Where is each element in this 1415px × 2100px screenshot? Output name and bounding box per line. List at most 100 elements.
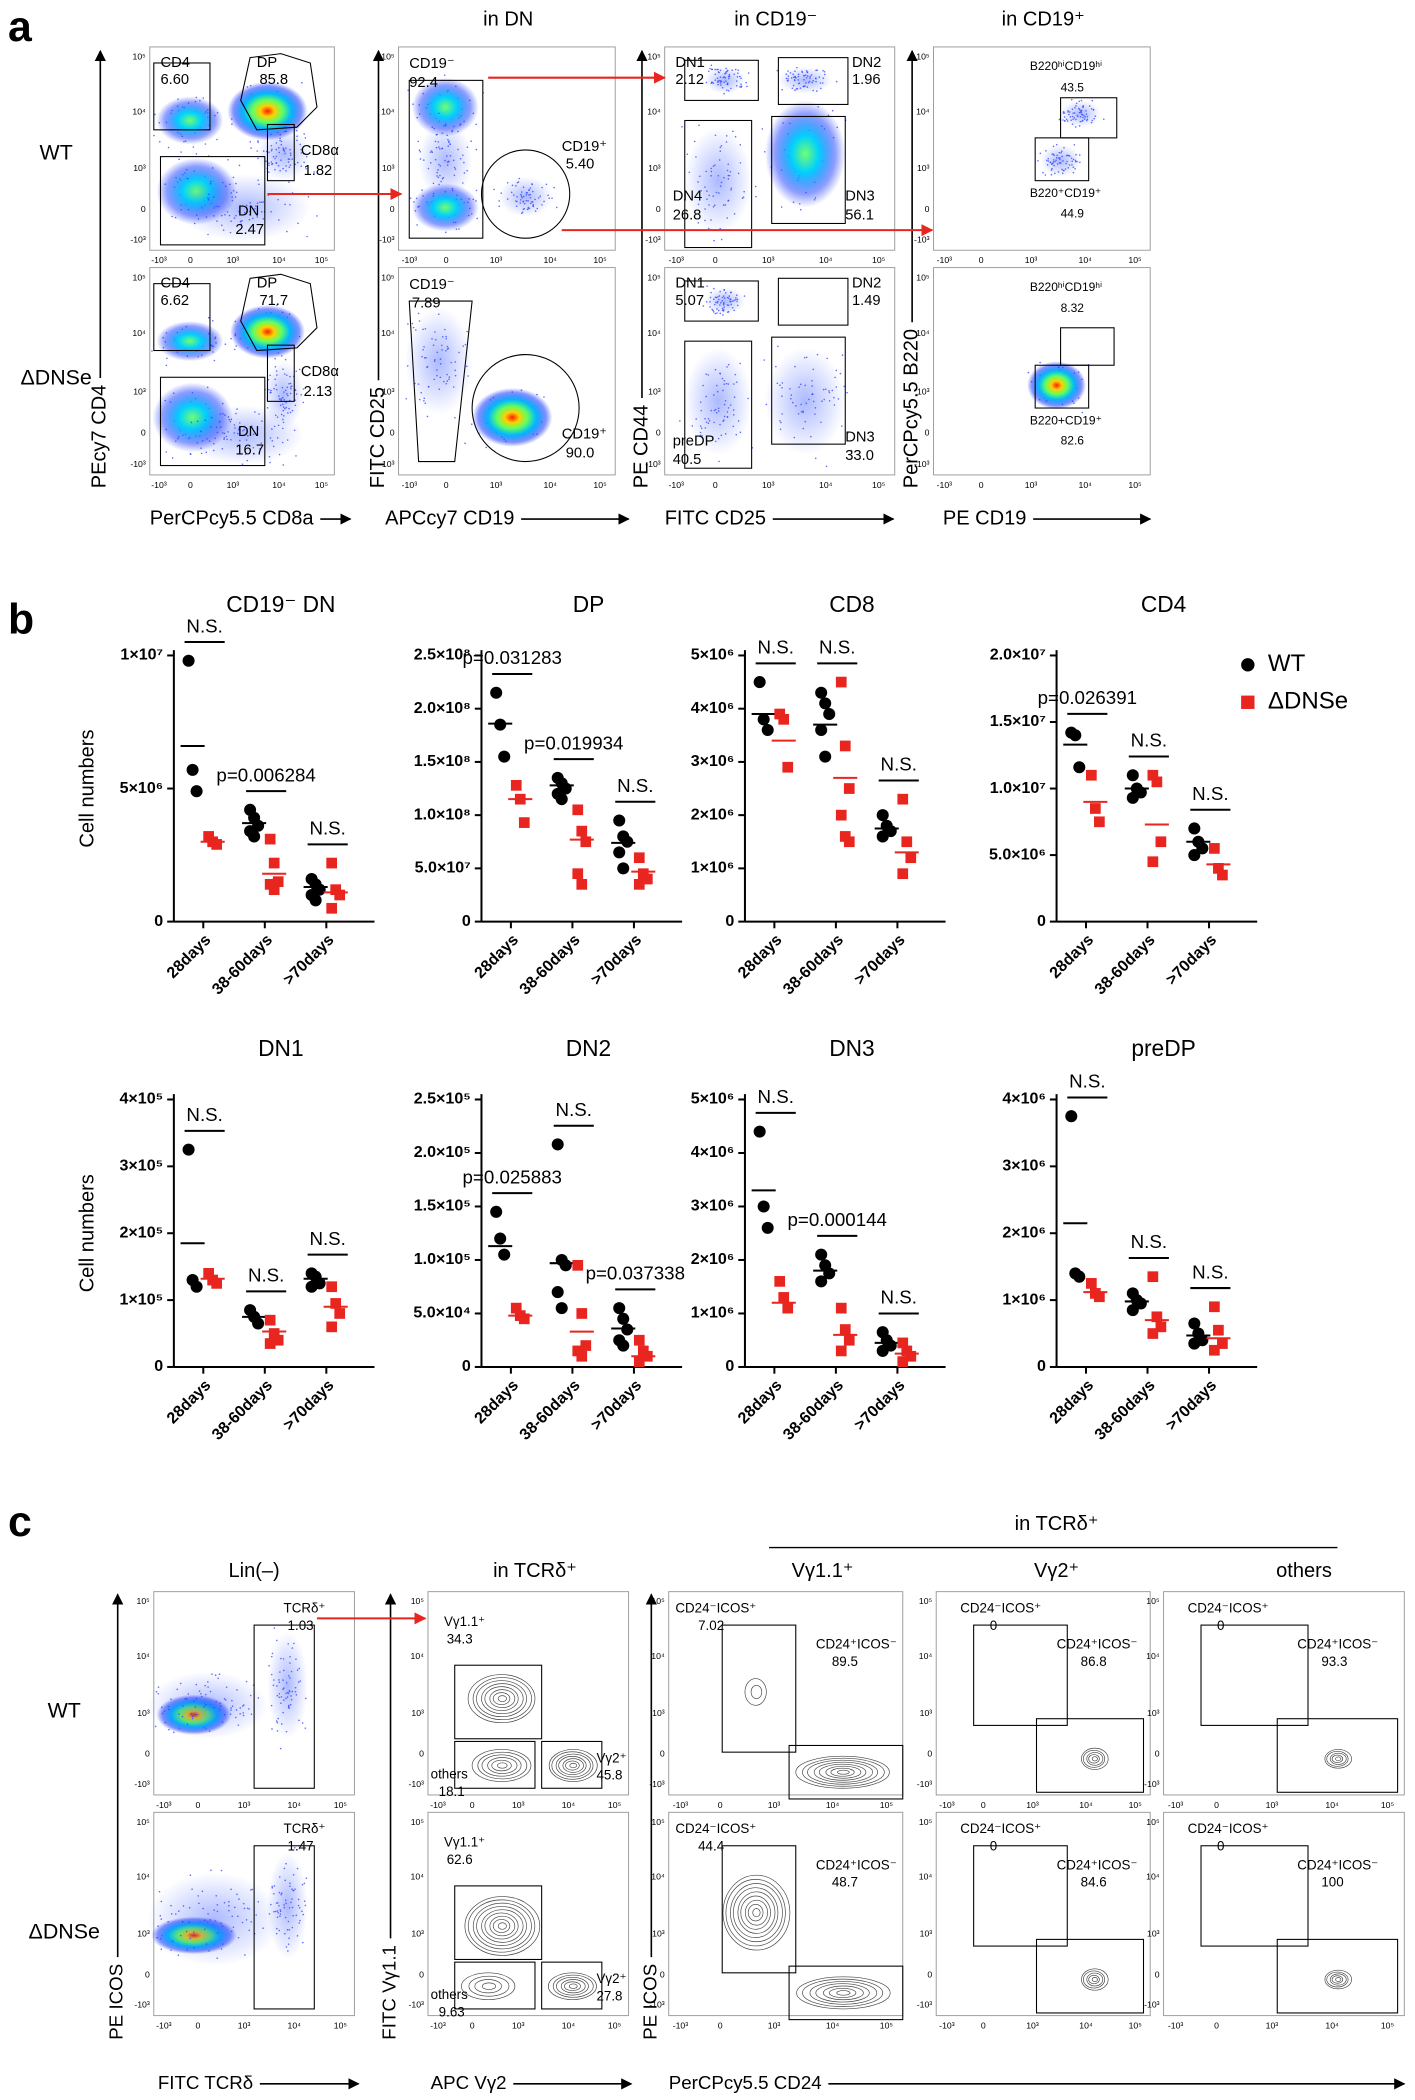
y-tick-label: 1.0×10⁸ (414, 805, 471, 823)
data-point (1217, 1338, 1228, 1349)
flow-y-tick: 10⁴ (647, 328, 661, 338)
density-blob (498, 176, 553, 217)
event-dot (180, 151, 182, 153)
flow-y-tick: -10³ (379, 459, 395, 469)
event-dot (306, 235, 308, 238)
event-dot (438, 112, 440, 115)
significance-label: p=0.037338 (586, 1263, 685, 1284)
flow-x-tick: 10⁴ (562, 2021, 576, 2031)
contour (1081, 1968, 1109, 1991)
density-blob (704, 66, 745, 94)
event-dot (295, 455, 297, 457)
event-dot (216, 138, 218, 141)
data-point (1126, 1304, 1139, 1317)
flow-x-tick: 0 (713, 480, 718, 490)
event-dot (411, 322, 414, 325)
flow-x-tick: 10⁵ (315, 480, 329, 490)
flow-x-tick: 10⁵ (1129, 1800, 1143, 1810)
gate-value: 7.02 (698, 1618, 724, 1633)
event-dot (250, 147, 252, 149)
event-dot (713, 287, 715, 290)
panel-letter: c (8, 1498, 32, 1546)
flow-y-tick: 10³ (382, 386, 395, 396)
gate-value: 2.13 (304, 384, 333, 400)
plot-frame (933, 46, 1151, 251)
chart-title: DP (573, 591, 605, 617)
event-dot (698, 124, 700, 127)
event-dot (165, 364, 168, 367)
flow-y-tick: 10⁴ (381, 328, 395, 338)
contour (740, 1895, 771, 1930)
flow-y-tick: 10⁴ (916, 106, 930, 116)
event-dot (284, 358, 287, 361)
density-blob (405, 307, 473, 415)
data-point (572, 804, 584, 816)
flow-y-tick: 0 (927, 1749, 932, 1759)
y-tick-label: 2.5×10⁵ (414, 1090, 471, 1108)
plot-frame (668, 1811, 904, 2017)
event-dot (171, 457, 174, 459)
flow-x-tick: 10⁴ (288, 1800, 302, 1810)
y-tick-label: 5×10⁶ (691, 646, 735, 664)
row-label: ΔDNSe (29, 1919, 100, 1943)
event-dot (211, 319, 214, 322)
data-point (551, 1286, 564, 1299)
data-point (580, 1340, 592, 1351)
event-dot (178, 158, 180, 161)
data-point (843, 783, 855, 794)
gate-value: 44.9 (1061, 206, 1085, 220)
contour (828, 1987, 857, 1998)
contour (1329, 1752, 1347, 1765)
flow-x-tick: 10³ (1026, 2021, 1039, 2031)
density-blob (147, 1671, 268, 1739)
flow-x-tick: 10³ (768, 2021, 781, 2031)
event-dot (304, 1727, 307, 1729)
flow-x-tick: -10³ (673, 2021, 689, 2031)
y-tick-label: 3×10⁶ (1002, 1157, 1045, 1175)
flow-x-tick: 10⁵ (593, 480, 607, 490)
flow-y-tick: 10⁵ (1146, 1596, 1160, 1606)
contour (802, 1757, 885, 1787)
significance-label: N.S. (617, 775, 653, 796)
data-point (757, 1200, 770, 1213)
significance-label: N.S. (881, 1287, 917, 1308)
flow-y-tick: 0 (145, 1969, 150, 1979)
flow-x-tick: -10³ (937, 255, 953, 265)
flow-x-tick: 10⁴ (1078, 480, 1092, 490)
event-dot (301, 1941, 304, 1944)
event-dot (407, 89, 409, 92)
event-dot (210, 1869, 212, 1871)
flow-x-tick: 10³ (1266, 2021, 1279, 2031)
flow-x-tick: 10³ (1025, 255, 1038, 265)
gate-name: Vγ2⁺ (596, 1750, 626, 1765)
gate-name: CD24⁻ICOS⁺ (675, 1821, 756, 1836)
contour (1331, 1975, 1344, 1984)
flow-x-tick: -10³ (673, 1800, 689, 1810)
data-point (305, 1280, 318, 1293)
data-point (876, 830, 889, 843)
plot-frame (427, 1811, 630, 2017)
contour (481, 1754, 522, 1777)
gate-value: 5.40 (566, 157, 595, 173)
density-blob (267, 1631, 308, 1739)
data-point (494, 718, 507, 731)
flow-x-tick: 10⁵ (880, 2021, 894, 2031)
gate-name: CD19⁻ (409, 56, 454, 72)
contour (725, 1879, 786, 1947)
y-tick-label: 2.0×10⁵ (414, 1143, 471, 1161)
data-point (1147, 1271, 1159, 1283)
gate-value: 18.1 (439, 1784, 465, 1799)
flow-x-tick: 10⁵ (315, 255, 329, 265)
event-dot (1042, 171, 1044, 174)
data-point (326, 1321, 338, 1333)
contour (489, 1915, 516, 1937)
flow-x-tick: 10³ (512, 1800, 525, 1810)
event-dot (799, 208, 802, 211)
y-tick-label: 2.0×10⁸ (414, 699, 471, 717)
significance-label: N.S. (1069, 1071, 1105, 1092)
column-header: in DN (483, 8, 533, 30)
event-dot (186, 177, 189, 180)
event-dot (754, 185, 757, 188)
data-point (1188, 822, 1201, 835)
data-point (1151, 776, 1163, 788)
